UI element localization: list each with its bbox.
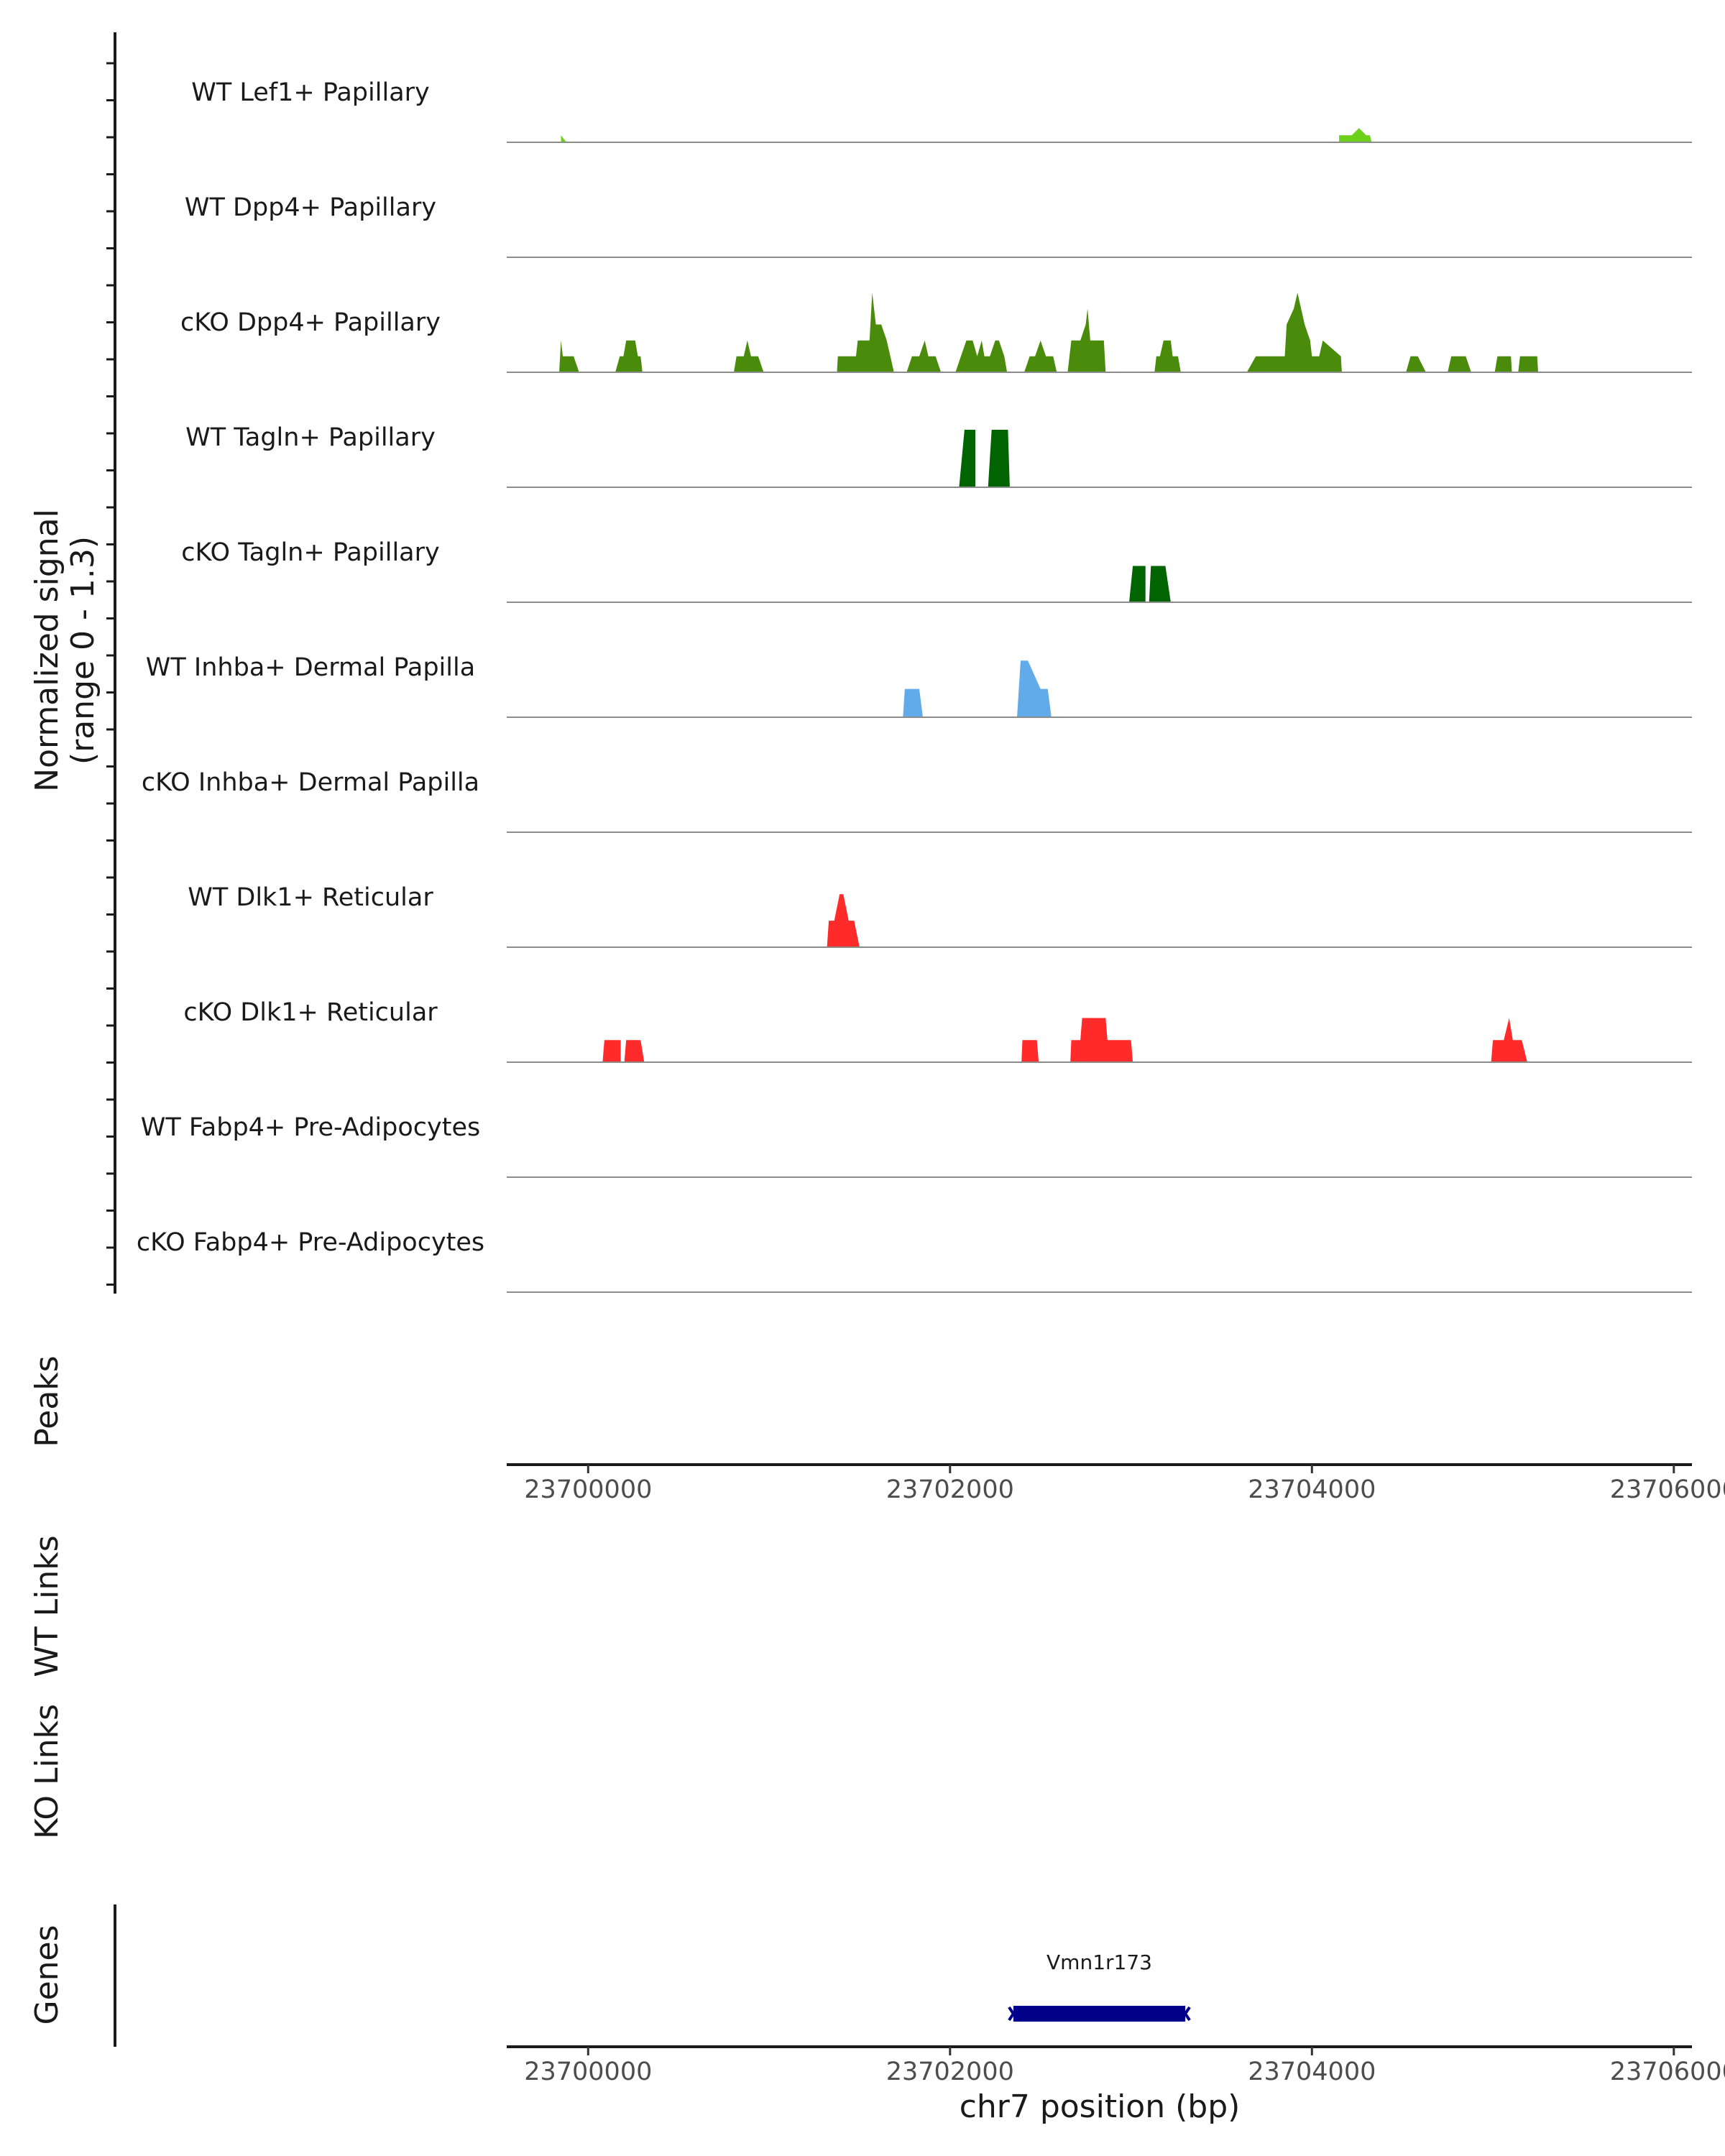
track-9-label: WT Fabp4+ Pre-Adipocytes [141,1113,480,1142]
x-tick-label-0: 23700000 [524,2058,652,2086]
x-tick-label-3: 23706000 [1610,2058,1725,2086]
x-tick-label-2: 23704000 [1248,2058,1376,2086]
x-tick-label-1: 23702000 [886,1475,1014,1504]
track-8-coverage-area [602,1018,1527,1062]
track-0-coverage-area [561,128,1372,142]
track-1-label: WT Dpp4+ Papillary [185,193,436,222]
x-axis-title: chr7 position (bp) [960,2088,1241,2125]
x-tick-label-1: 23702000 [886,2058,1014,2086]
gene-0-strand-marks [1008,2006,1191,2022]
track-3: WT Tagln+ Papillary [185,423,1692,488]
x-tick-label-2: 23704000 [1248,1475,1376,1504]
signal-axis-title: Normalized signal [29,509,65,792]
track-10-label: cKO Fabp4+ Pre-Adipocytes [137,1228,484,1257]
track-1: WT Dpp4+ Papillary [185,193,1692,258]
track-8-label: cKO Dlk1+ Reticular [183,998,438,1027]
track-3-label: WT Tagln+ Papillary [185,423,436,452]
ko-links-section-title: KO Links [29,1704,65,1839]
signal-axis-range: (range 0 - 1.3) [65,536,101,765]
track-4: cKO Tagln+ Papillary [181,538,1692,603]
gene-0: Vmn1r173 [1008,1950,1191,2022]
track-2: cKO Dpp4+ Papillary [180,292,1692,373]
track-0: WT Lef1+ Papillary [191,78,1692,143]
track-4-coverage-area [1129,566,1171,602]
track-5: WT Inhba+ Dermal Papilla [146,653,1692,718]
gene-annotations: Vmn1r173 [1008,1950,1191,2022]
track-6: cKO Inhba+ Dermal Papilla [142,768,1692,833]
track-8: cKO Dlk1+ Reticular [183,998,1692,1063]
genes-section-title: Genes [29,1925,65,2024]
genes-x-axis-ticks: 23700000 23702000 23704000 23706000 [524,2047,1725,2086]
x-tick-label-3: 23706000 [1610,1475,1725,1504]
wt-links-section-title: WT Links [29,1535,65,1677]
track-2-label: cKO Dpp4+ Papillary [180,308,441,337]
track-10: cKO Fabp4+ Pre-Adipocytes [137,1228,1692,1293]
coverage-tracks: WT Lef1+ Papillary WT Dpp4+ Papillary cKO … [137,78,1692,1293]
gene-0-label: Vmn1r173 [1046,1950,1152,1974]
x-tick-label-0: 23700000 [524,1475,652,1504]
track-3-coverage-area [959,430,1010,487]
track-4-label: cKO Tagln+ Papillary [181,538,440,567]
peaks-x-axis-ticks: 23700000 23702000 23704000 23706000 [524,1465,1725,1504]
signal-axis-title-group: Normalized signal (range 0 - 1.3) [29,509,101,792]
peaks-section-title: Peaks [29,1355,65,1447]
track-7: WT Dlk1+ Reticular [188,883,1692,948]
track-0-label: WT Lef1+ Papillary [191,78,430,107]
track-5-coverage-area [903,660,1052,717]
track-7-label: WT Dlk1+ Reticular [188,883,433,912]
track-2-coverage-area [559,292,1538,372]
gene-0-body [1013,2006,1186,2022]
track-6-label: cKO Inhba+ Dermal Papilla [142,768,479,797]
track-5-label: WT Inhba+ Dermal Papilla [146,653,475,682]
signal-y-axis-ticks [106,62,115,1286]
track-9: WT Fabp4+ Pre-Adipocytes [141,1113,1692,1178]
track-7-coverage-area [827,894,860,947]
